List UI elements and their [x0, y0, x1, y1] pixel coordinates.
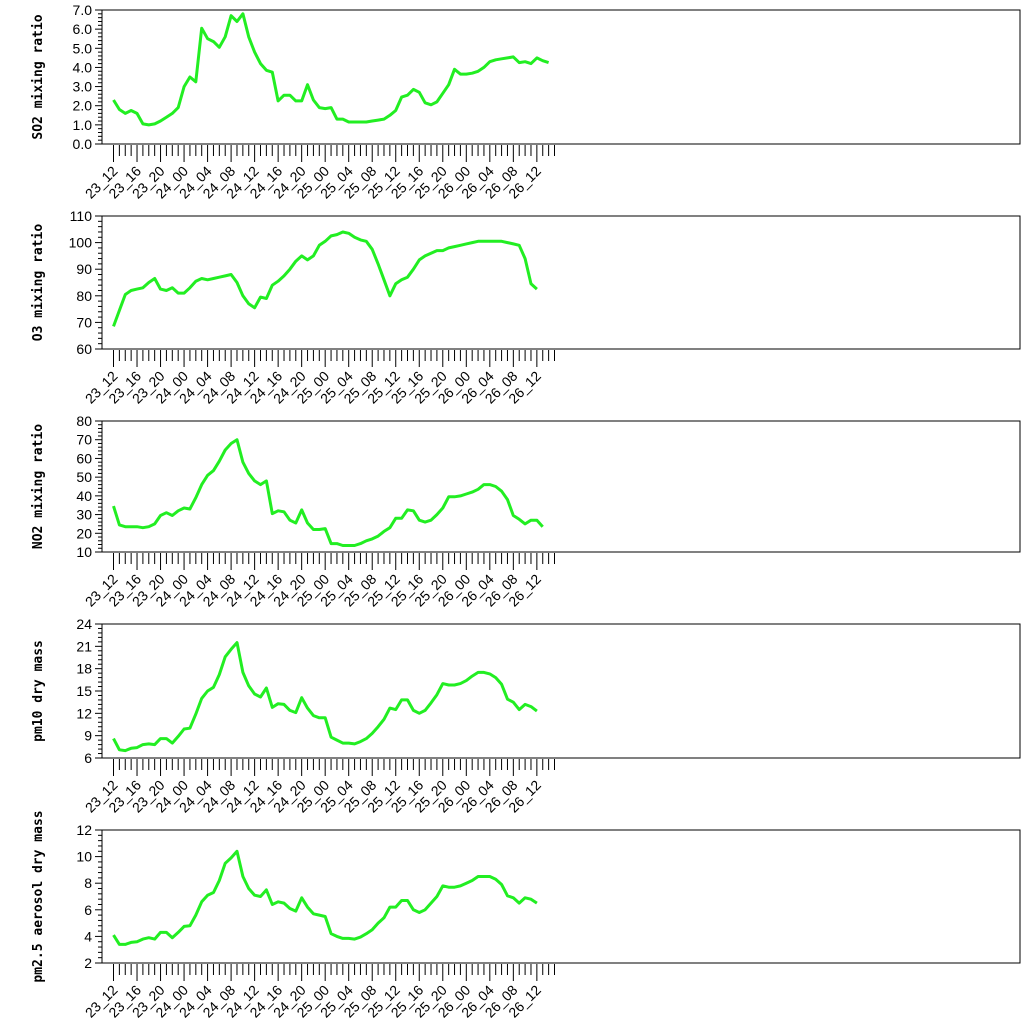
y-tick-label: 40 [76, 488, 92, 504]
y-tick-label: 7.0 [73, 2, 93, 18]
y-tick-label: 5.0 [73, 40, 93, 56]
y-axis-title: SO2 mixing ratio [31, 14, 46, 139]
y-tick-label: 4 [84, 928, 92, 944]
y-tick-label: 18 [76, 661, 92, 677]
y-tick-label: 3.0 [73, 79, 93, 95]
y-tick-label: 15 [76, 683, 92, 699]
y-tick-label: 100 [69, 235, 93, 251]
y-tick-label: 6.0 [73, 21, 93, 37]
plot-frame [101, 623, 1021, 759]
y-tick-label: 50 [76, 469, 92, 485]
y-tick-label: 9 [84, 728, 92, 744]
y-tick-label: 0.0 [73, 136, 93, 152]
y-tick-label: 60 [76, 450, 92, 466]
chart-panel-1: 0.0 1.0 2.0 3.0 4.0 5.0 6.0 7.0 SO2 mixing ratio… [31, 2, 1021, 202]
y-tick-label: 21 [76, 638, 92, 654]
y-tick-label: 110 [70, 208, 93, 224]
y-tick-label: 30 [76, 507, 92, 523]
y-tick-label: 10 [76, 544, 92, 560]
y-tick-label: 10 [76, 849, 92, 865]
y-axis-title: pm10 dry mass [31, 640, 46, 742]
series-line-1 [112, 849, 538, 946]
y-axis-title: pm2.5 aerosol dry mass [31, 810, 46, 982]
y-axis-title: NO2 mixing ratio [31, 424, 46, 549]
plot-frame [101, 9, 1021, 145]
y-tick-label: 8 [84, 875, 92, 891]
series-line-1 [112, 641, 538, 753]
series-line-1 [112, 438, 544, 547]
y-axis-title: O3 mixing ratio [31, 224, 46, 342]
y-tick-label: 80 [76, 413, 92, 429]
y-tick-label: 70 [76, 432, 92, 448]
y-tick-label: 90 [76, 261, 92, 277]
y-tick-label: 70 [76, 314, 92, 330]
series-line-1 [112, 230, 538, 327]
y-tick-label: 6 [84, 750, 92, 766]
y-tick-label: 6 [84, 902, 92, 918]
y-tick-label: 80 [76, 288, 92, 304]
y-tick-label: 4.0 [73, 59, 93, 75]
series-line-1 [112, 12, 550, 127]
y-tick-label: 24 [76, 616, 92, 632]
plot-frame [101, 215, 1021, 350]
y-tick-label: 1.0 [73, 117, 93, 133]
y-tick-label: 12 [76, 705, 92, 721]
plot-frame [101, 829, 1021, 964]
y-tick-label: 12 [76, 822, 92, 838]
y-tick-label: 2 [84, 955, 92, 971]
y-tick-label: 20 [76, 525, 92, 541]
plot-frame [101, 420, 1021, 553]
y-tick-label: 60 [76, 341, 92, 357]
y-tick-label: 2.0 [73, 98, 93, 114]
